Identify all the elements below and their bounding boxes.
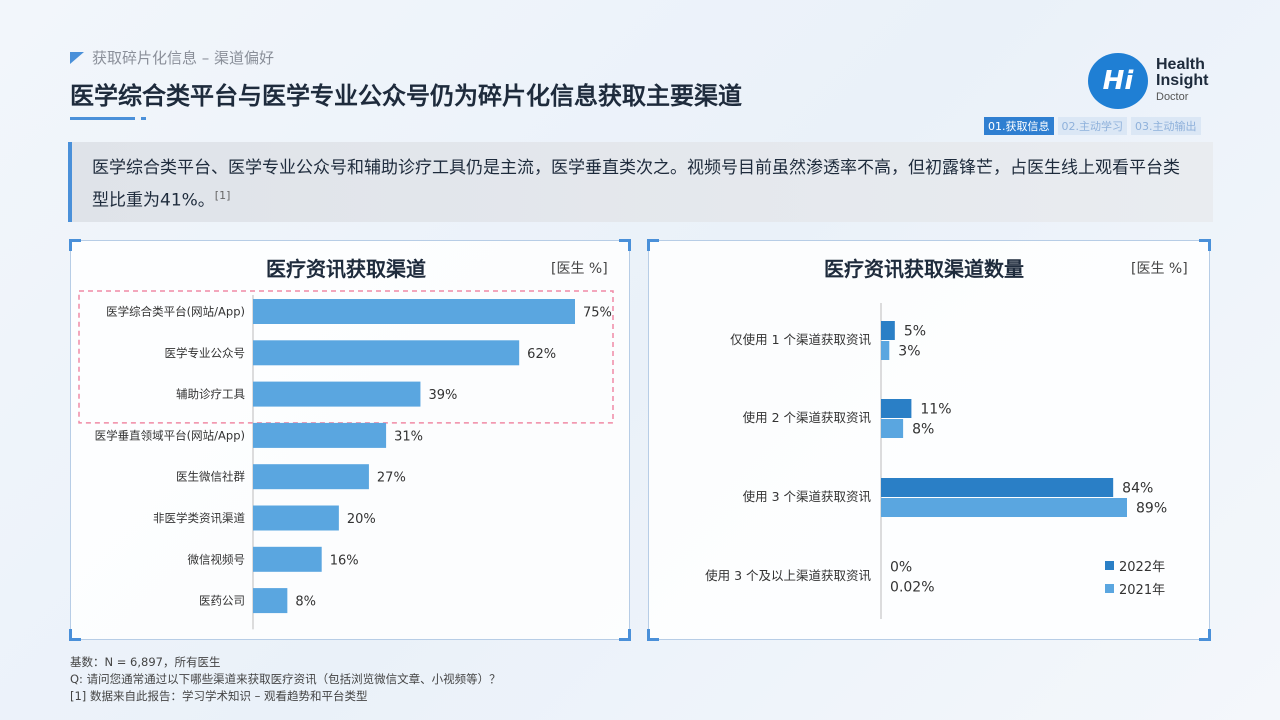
bar: [881, 341, 890, 360]
logo: Hi Health Insight Doctor: [1088, 53, 1208, 109]
bar: [253, 464, 369, 490]
data-label: 39%: [428, 388, 457, 403]
callout-text: 医学综合类平台、医学专业公众号和辅助诊疗工具仍是主流，医学垂直类次之。视频号目前…: [92, 158, 1180, 211]
bar: [881, 419, 904, 438]
bar: [881, 321, 895, 340]
channels-chart: 医学综合类平台(网站/App) 75% 医学专业公众号 62% 辅助诊疗工具 39% 医学垂…: [78, 290, 614, 630]
bar: [881, 498, 1127, 517]
category-label: 辅助诊疗工具: [176, 387, 245, 401]
footnote-base: 基数：N = 6,897，所有医生: [70, 655, 221, 669]
category-label: 医学综合类平台(网站/App): [106, 305, 245, 319]
title-underline-dot: [141, 117, 146, 120]
data-label: 8%: [912, 422, 934, 438]
data-label: 20%: [347, 512, 376, 527]
data-label: 89%: [1136, 501, 1167, 517]
category-label: 使用 3 个及以上渠道获取资讯: [705, 568, 871, 583]
key-finding-callout: 医学综合类平台、医学专业公众号和辅助诊疗工具仍是主流，医学垂直类次之。视频号目前…: [68, 142, 1213, 222]
data-label: 75%: [583, 306, 612, 321]
channel-count-chart: 仅使用 1 个渠道获取资讯 5% 3% 使用 2 个渠道获取资讯 11% 8% 使用 3 个…: [705, 303, 1167, 619]
tab-active-learning[interactable]: 02.主动学习: [1057, 117, 1127, 135]
data-label: 84%: [1122, 481, 1153, 497]
legend-label: 2021年: [1119, 583, 1165, 598]
data-label: 0.02%: [890, 580, 934, 596]
bar: [881, 478, 1114, 497]
data-label: 27%: [377, 471, 406, 486]
category-label: 医生微信社群: [176, 470, 245, 484]
channels-panel-unit: [医生 %]: [551, 261, 608, 277]
section-label: 获取碎片化信息 – 渠道偏好: [70, 47, 274, 68]
data-label: 62%: [527, 347, 556, 362]
tab-get-info[interactable]: 01.获取信息: [984, 117, 1054, 135]
logo-mark: Hi: [1088, 53, 1148, 109]
section-tabs: 01.获取信息 02.主动学习 03.主动输出: [984, 117, 1201, 135]
category-label: 医药公司: [199, 594, 245, 608]
section-label-text: 获取碎片化信息 – 渠道偏好: [92, 49, 275, 67]
bar: [253, 505, 339, 531]
category-label: 非医学类资讯渠道: [153, 511, 245, 525]
callout-ref: [1]: [214, 189, 231, 202]
bar: [881, 399, 912, 418]
data-label: 3%: [898, 344, 920, 360]
data-label: 31%: [394, 429, 423, 444]
category-label: 使用 2 个渠道获取资讯: [743, 410, 872, 425]
title-underline: [70, 117, 135, 120]
logo-line3: Doctor: [1156, 91, 1189, 103]
bar: [253, 299, 575, 324]
logo-line2: Insight: [1156, 72, 1209, 89]
bar: [253, 546, 322, 572]
triangle-icon: [70, 51, 84, 64]
channels-panel: 医疗资讯获取渠道 [医生 %] 医学综合类平台(网站/App) 75% 医学专业公众…: [69, 239, 631, 641]
data-label: 11%: [920, 402, 951, 418]
legend-label: 2022年: [1119, 560, 1165, 575]
channel-count-panel: 医疗资讯获取渠道数量 [医生 %] 仅使用 1 个渠道获取资讯 5% 3% 使用 2 …: [647, 239, 1211, 641]
category-label: 微信视频号: [188, 552, 246, 566]
data-label: 0%: [890, 560, 912, 576]
channel-count-panel-unit: [医生 %]: [1131, 261, 1188, 277]
channel-count-panel-title: 医疗资讯获取渠道数量: [824, 257, 1024, 281]
channels-panel-title: 医疗资讯获取渠道: [266, 257, 426, 281]
legend-swatch: [1105, 584, 1114, 593]
data-label: 8%: [295, 595, 316, 610]
category-label: 仅使用 1 个渠道获取资讯: [730, 332, 871, 347]
bar: [253, 340, 520, 366]
bar: [253, 588, 288, 614]
footnotes: 基数：N = 6,897，所有医生 Q: 请问您通常通过以下哪些渠道来获取医疗资…: [70, 654, 501, 705]
bar: [253, 422, 387, 448]
page-title: 医学综合类平台与医学专业公众号仍为碎片化信息获取主要渠道: [70, 82, 742, 110]
legend-swatch: [1105, 561, 1114, 570]
bar: [253, 381, 421, 407]
category-label: 使用 3 个渠道获取资讯: [743, 489, 872, 504]
category-label: 医学垂直领域平台(网站/App): [95, 428, 245, 442]
footnote-source: [1] 数据来自此报告：学习学术知识 – 观看趋势和平台类型: [70, 689, 368, 703]
logo-line1: Health: [1156, 56, 1205, 73]
data-label: 16%: [330, 553, 359, 568]
tab-active-output[interactable]: 03.主动输出: [1131, 117, 1201, 135]
data-label: 5%: [904, 324, 926, 340]
category-label: 医学专业公众号: [165, 346, 246, 360]
footnote-question: Q: 请问您通常通过以下哪些渠道来获取医疗资讯（包括浏览微信文章、小视频等）？: [70, 672, 501, 686]
logo-text: Health Insight Doctor: [1156, 57, 1208, 105]
